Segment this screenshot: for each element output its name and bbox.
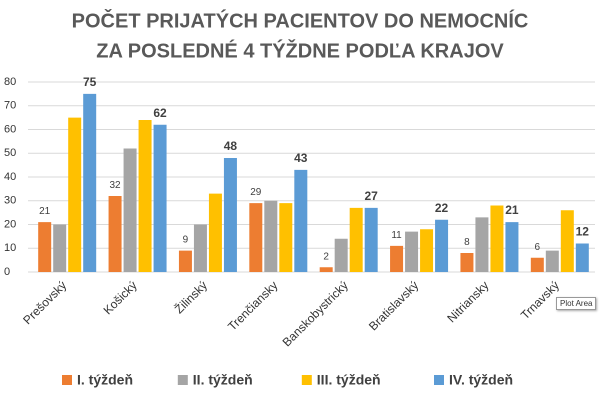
x-tick-label: Košický: [101, 278, 140, 317]
bar: [38, 222, 52, 272]
y-tick-label: 60: [4, 123, 16, 135]
tooltip: Plot Area: [556, 297, 597, 310]
bar: [490, 205, 504, 272]
x-tick-label: Bratislavský: [366, 278, 421, 333]
chart-title: POČET PRIJATÝCH PACIENTOV DO NEMOCNÍC: [72, 8, 529, 32]
y-tick-label: 30: [4, 195, 16, 207]
bar: [334, 238, 348, 272]
data-label: 9: [183, 235, 189, 246]
bar: [208, 193, 222, 272]
data-label: 11: [391, 230, 402, 241]
legend-label: III. týždeň: [317, 372, 381, 388]
bar: [349, 207, 363, 272]
legend-label: II. týždeň: [193, 372, 253, 388]
bar: [319, 267, 333, 272]
bar: [460, 253, 474, 272]
bar: [545, 250, 559, 272]
x-tick-label: Nitriansky: [444, 278, 491, 325]
bar: [505, 222, 519, 272]
bar: [223, 158, 237, 272]
bar: [364, 207, 378, 272]
bar: [153, 124, 167, 272]
legend-swatch: [62, 375, 72, 385]
bar: [475, 217, 489, 272]
legend-swatch: [301, 375, 312, 385]
data-label: 43: [294, 151, 308, 165]
bar: [530, 257, 544, 272]
bar: [405, 231, 419, 272]
y-tick-label: 70: [4, 100, 16, 112]
data-label: 6: [535, 242, 541, 253]
data-label: 62: [153, 106, 167, 120]
y-tick-label: 40: [4, 171, 16, 183]
bar: [560, 210, 574, 272]
data-label: 12: [576, 225, 590, 239]
bar: [279, 203, 293, 272]
data-label: 75: [83, 75, 97, 89]
bar: [193, 224, 207, 272]
data-label: 27: [365, 189, 379, 203]
y-tick-label: 10: [4, 242, 16, 254]
data-label: 21: [505, 203, 519, 217]
bar: [178, 250, 192, 272]
legend-swatch: [434, 375, 444, 385]
y-tick-label: 0: [4, 266, 10, 278]
bar: [68, 117, 82, 272]
bar: [420, 229, 434, 272]
x-tick-label: Banskobystrický: [280, 278, 351, 349]
data-label: 48: [224, 139, 238, 153]
chart-title: ZA POSLEDNÉ 4 TÝŽDNE PODĽA KRAJOV: [96, 38, 504, 62]
data-label: 2: [323, 251, 329, 262]
bar: [294, 169, 308, 272]
x-tick-label: Žilinský: [171, 278, 210, 317]
bar: [435, 219, 449, 272]
bar: [108, 196, 122, 272]
bar: [53, 224, 67, 272]
y-tick-label: 80: [4, 76, 16, 88]
bar: [138, 120, 152, 272]
data-label: 8: [464, 237, 470, 248]
x-tick-label: Prešovský: [20, 278, 69, 327]
bar: [390, 245, 404, 272]
bar: [264, 200, 278, 272]
data-label: 32: [110, 180, 122, 191]
y-tick-label: 20: [4, 218, 16, 230]
legend-label: I. týždeň: [77, 372, 133, 388]
y-tick-label: 50: [4, 147, 16, 159]
data-label: 29: [250, 187, 262, 198]
bar: [83, 93, 97, 272]
x-tick-label: Trenčiansky: [225, 278, 280, 333]
legend-swatch: [177, 375, 188, 385]
data-label: 21: [39, 206, 51, 217]
bar: [249, 203, 263, 272]
bar: [123, 148, 137, 272]
data-label: 22: [435, 201, 449, 215]
bar: [575, 243, 589, 272]
legend-label: IV. týždeň: [449, 372, 513, 388]
